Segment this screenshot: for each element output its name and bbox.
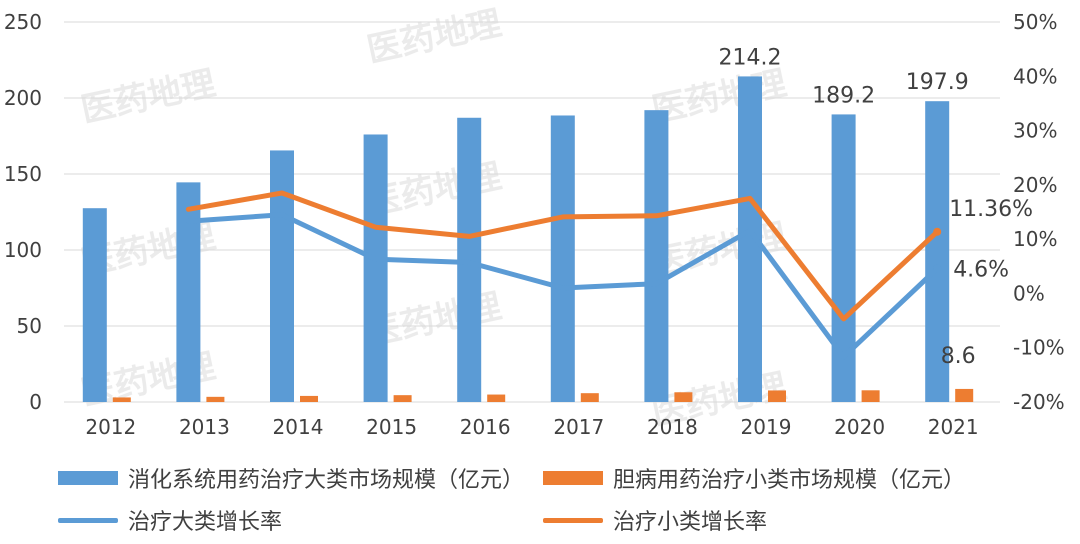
y-right-tick-label: 10%: [1013, 227, 1057, 251]
bars: [82, 76, 974, 403]
bar-major-market: [176, 182, 201, 402]
bar-minor-market: [768, 390, 786, 402]
y-right-tick-label: 40%: [1013, 64, 1057, 88]
y-right-tick-label: 50%: [1013, 10, 1057, 34]
x-tick-label: 2019: [741, 415, 792, 439]
legend-item-minor-growth: 治疗小类增长率: [543, 504, 767, 536]
bar-major-market: [82, 208, 107, 402]
bar-major-market: [550, 115, 575, 402]
x-tick-label: 2021: [928, 415, 979, 439]
y-left-tick-label: 250: [4, 10, 42, 34]
legend-swatch-orange-line: [543, 517, 603, 523]
point-major-growth: [933, 264, 942, 273]
legend-label: 治疗小类增长率: [613, 510, 768, 535]
lines: [185, 190, 942, 360]
legend-swatch-blue-line: [58, 517, 118, 523]
x-tick-label: 2020: [834, 415, 885, 439]
watermark-text: 医药地理: [364, 3, 505, 70]
line-minor-growth: [185, 190, 940, 322]
y-right-tick-label: 0%: [1013, 281, 1045, 305]
data-label: 189.2: [812, 83, 875, 108]
data-label: 197.9: [906, 70, 969, 95]
bar-minor-market: [300, 395, 318, 402]
legend-item-major-market: 消化系统用药治疗大类市场规模（亿元）: [58, 462, 524, 494]
bar-minor-market: [112, 397, 131, 402]
data-labels: 214.2 189.2 197.9 8.6 4.6% 11.36%: [719, 45, 1034, 369]
bar-major-market: [363, 134, 388, 403]
watermark-text: 医药地理: [78, 63, 219, 130]
legend: 消化系统用药治疗大类市场规模（亿元） 胆病用药治疗小类市场规模（亿元） 治疗大类…: [0, 452, 1080, 544]
x-tick-label: 2017: [553, 415, 604, 439]
legend-item-minor-market: 胆病用药治疗小类市场规模（亿元）: [543, 462, 965, 494]
x-tick-label: 2013: [179, 415, 230, 439]
point-minor-growth: [933, 227, 942, 236]
bar-major-market: [270, 150, 294, 402]
line-major-growth: [185, 212, 940, 360]
y-left-tick-label: 50: [17, 314, 42, 338]
bar-minor-market: [861, 390, 880, 402]
bar-minor-market: [487, 394, 506, 402]
y-left-tick-label: 150: [4, 162, 42, 186]
axes: 0 50 100 150 200 250 -20% -10% 0% 10% 20% 30% 40% 50%…: [4, 10, 1065, 439]
bar-minor-market: [393, 395, 412, 402]
bar-minor-market: [206, 396, 225, 402]
y-right-tick-label: 20%: [1013, 173, 1057, 197]
legend-swatch-orange-bar: [543, 471, 603, 485]
y-left-tick-label: 200: [4, 86, 42, 110]
y-right-tick-label: -20%: [1013, 390, 1065, 414]
bar-major-market: [925, 101, 950, 402]
bar-minor-market: [955, 388, 974, 402]
x-tick-label: 2015: [366, 415, 417, 439]
legend-swatch-blue-bar: [58, 471, 118, 485]
data-label: 11.36%: [949, 197, 1033, 222]
data-label: 4.6%: [953, 257, 1009, 282]
data-label: 214.2: [719, 45, 782, 70]
legend-item-major-growth: 治疗大类增长率: [58, 504, 282, 536]
data-label: 8.6: [941, 344, 976, 369]
x-tick-label: 2016: [460, 415, 511, 439]
y-right-tick-label: -10%: [1013, 336, 1065, 360]
x-tick-label: 2014: [273, 415, 324, 439]
bar-minor-market: [580, 393, 599, 402]
legend-label: 消化系统用药治疗大类市场规模（亿元）: [128, 468, 525, 493]
x-tick-label: 2012: [85, 415, 136, 439]
legend-label: 治疗大类增长率: [128, 510, 283, 535]
legend-label: 胆病用药治疗小类市场规模（亿元）: [613, 468, 966, 493]
x-tick-label: 2018: [647, 415, 698, 439]
watermark-text: 医药地理: [649, 63, 790, 130]
bar-major-market: [644, 110, 669, 402]
y-left-tick-label: 100: [4, 238, 42, 262]
y-left-tick-label: 0: [29, 390, 42, 414]
y-right-tick-label: 30%: [1013, 119, 1057, 143]
bar-minor-market: [674, 392, 693, 402]
